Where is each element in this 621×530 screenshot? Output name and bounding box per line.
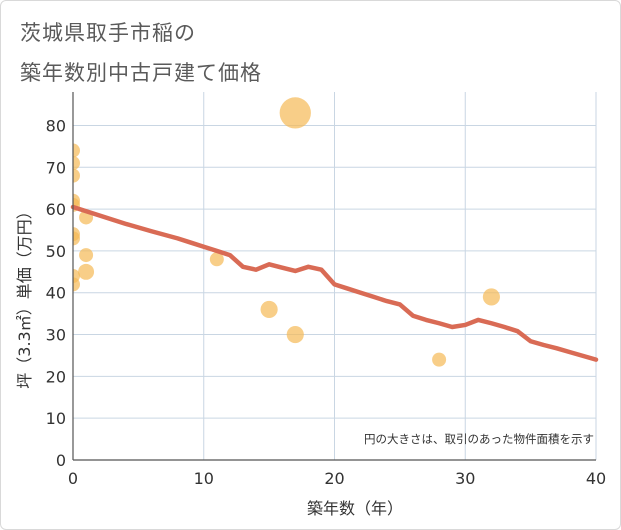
- data-point: [73, 231, 80, 246]
- y-axis-label: 坪（3.3㎡）単価（万円）: [15, 203, 34, 388]
- data-point: [73, 277, 80, 292]
- data-point: [482, 288, 500, 306]
- y-tick-label: 80: [46, 116, 66, 135]
- y-tick-label: 40: [46, 284, 66, 303]
- chart-title-line1: 茨城県取手市稲の: [20, 21, 196, 45]
- x-tick-label: 10: [194, 469, 214, 488]
- data-point: [286, 325, 304, 344]
- data-point: [279, 97, 311, 129]
- y-tick-label: 50: [46, 242, 66, 261]
- y-tick-label: 10: [46, 409, 66, 428]
- data-point: [260, 300, 278, 319]
- y-tick-label: 0: [56, 451, 66, 470]
- data-point: [209, 252, 224, 267]
- x-tick-label: 20: [324, 469, 344, 488]
- data-point: [79, 248, 94, 263]
- y-tick-label: 20: [46, 367, 66, 386]
- data-point: [73, 168, 80, 183]
- x-tick-label: 0: [68, 469, 78, 488]
- trend-line: [70, 204, 599, 362]
- data-point: [73, 156, 80, 171]
- y-tick-label: 70: [46, 158, 66, 177]
- y-tick-label: 30: [46, 326, 66, 345]
- x-tick-label: 30: [455, 469, 475, 488]
- data-point: [73, 143, 80, 158]
- x-axis-label: 築年数（年）: [307, 499, 403, 518]
- y-tick-label: 60: [46, 200, 66, 219]
- x-tick-label: 40: [586, 469, 606, 488]
- data-point: [432, 352, 447, 367]
- size-note: 円の大きさは、取引のあった物件面積を示す: [364, 432, 594, 446]
- chart-title-line2: 築年数別中古戸建て価格: [20, 61, 262, 85]
- data-point: [78, 263, 95, 280]
